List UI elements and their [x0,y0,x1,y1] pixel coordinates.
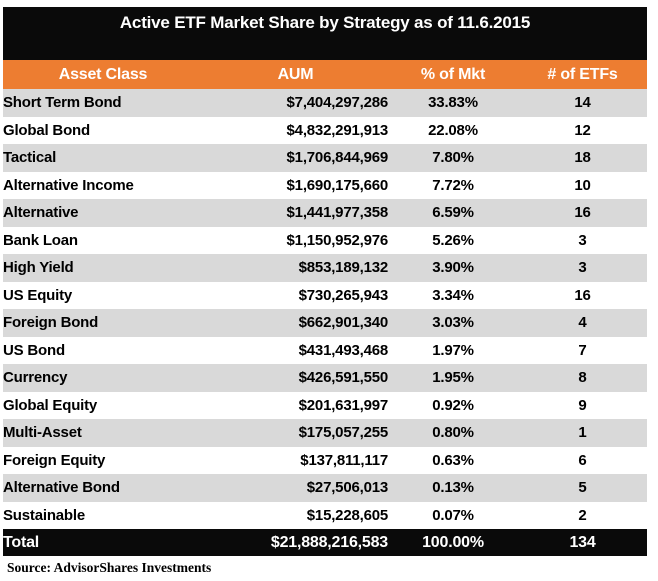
column-header-asset-class: Asset Class [58,65,148,83]
asset-class-cell: Bank Loan [3,231,78,249]
etf-market-share-panel: Active ETF Market Share by Strategy as o… [3,7,647,576]
etf-count-cell: 1 [578,424,587,442]
page-title: Active ETF Market Share by Strategy as o… [119,13,531,32]
table-row: Tactical $1,706,844,969 7.80% 18 [3,144,647,172]
aum-cell: $137,811,117 [300,451,388,469]
column-header-aum: AUM [277,65,314,83]
pct-of-mkt-cell: 0.07% [432,506,474,524]
pct-of-mkt-cell: 33.83% [428,94,478,112]
pct-of-mkt-cell: 7.80% [432,149,474,167]
pct-of-mkt-cell: 0.63% [432,451,474,469]
table-row: Multi-Asset $175,057,255 0.80% 1 [3,419,647,447]
aum-cell: $1,690,175,660 [286,176,388,194]
etf-count-cell: 5 [578,479,587,497]
asset-class-cell: Alternative [3,204,79,222]
pct-of-mkt-cell: 0.92% [432,396,474,414]
aum-cell: $7,404,297,286 [286,94,388,112]
aum-cell: $15,228,605 [306,506,388,524]
table-row: Global Bond $4,832,291,913 22.08% 12 [3,116,647,144]
aum-cell: $27,506,013 [306,479,388,497]
pct-of-mkt-cell: 0.13% [432,479,474,497]
asset-class-cell: Foreign Bond [3,314,99,332]
asset-class-cell: High Yield [3,259,74,277]
table-row: Alternative Bond $27,506,013 0.13% 5 [3,474,647,502]
table-total-row: Total $21,888,216,583 100.00% 134 [3,529,647,556]
etf-count-cell: 3 [578,259,587,277]
aum-cell: $431,493,468 [298,341,388,359]
pct-of-mkt-cell: 1.97% [432,341,474,359]
etf-count-cell: 12 [574,121,591,139]
total-pct-cell: 100.00% [422,533,484,551]
table-row: Foreign Bond $662,901,340 3.03% 4 [3,309,647,337]
table-row: Alternative Income $1,690,175,660 7.72% … [3,171,647,199]
table-title-bar: Active ETF Market Share by Strategy as o… [3,7,647,60]
pct-of-mkt-cell: 3.03% [432,314,474,332]
etf-count-cell: 10 [574,176,591,194]
table-row: High Yield $853,189,132 3.90% 3 [3,254,647,282]
aum-cell: $4,832,291,913 [286,121,388,139]
table-row: Alternative $1,441,977,358 6.59% 16 [3,199,647,227]
asset-class-cell: US Equity [3,286,73,304]
aum-cell: $1,150,952,976 [286,231,388,249]
asset-class-cell: US Bond [3,341,65,359]
etf-count-cell: 3 [578,231,587,249]
total-aum-cell: $21,888,216,583 [270,533,388,551]
aum-cell: $853,189,132 [298,259,388,277]
pct-of-mkt-cell: 7.72% [432,176,474,194]
asset-class-cell: Multi-Asset [3,424,82,442]
etf-count-cell: 7 [578,341,587,359]
total-label: Total [3,533,40,551]
aum-cell: $175,057,255 [298,424,388,442]
etf-count-cell: 16 [574,204,591,222]
pct-of-mkt-cell: 3.90% [432,259,474,277]
etf-count-cell: 18 [574,149,591,167]
table-row: Global Equity $201,631,997 0.92% 9 [3,391,647,419]
column-header-num-etfs: # of ETFs [547,65,618,83]
asset-class-cell: Global Equity [3,396,98,414]
table-row: Currency $426,591,550 1.95% 8 [3,364,647,392]
total-etf-count-cell: 134 [569,533,596,551]
column-header-pct-of-mkt: % of Mkt [420,65,486,83]
table-row: US Bond $431,493,468 1.97% 7 [3,336,647,364]
table-row: Sustainable $15,228,605 0.07% 2 [3,501,647,529]
table-row: US Equity $730,265,943 3.34% 16 [3,281,647,309]
asset-class-cell: Currency [3,369,68,387]
table-header-row: Asset Class AUM % of Mkt # of ETFs [3,60,647,89]
asset-class-cell: Tactical [3,149,57,167]
aum-cell: $201,631,997 [298,396,388,414]
asset-class-cell: Alternative Bond [3,479,120,497]
etf-count-cell: 4 [578,314,587,332]
source-attribution: Source: AdvisorShares Investments [7,560,212,575]
aum-cell: $1,706,844,969 [286,149,388,167]
aum-cell: $730,265,943 [298,286,388,304]
etf-count-cell: 8 [578,369,587,387]
aum-cell: $662,901,340 [298,314,388,332]
pct-of-mkt-cell: 1.95% [432,369,474,387]
table-row: Short Term Bond $7,404,297,286 33.83% 14 [3,89,647,117]
etf-count-cell: 14 [574,94,591,112]
pct-of-mkt-cell: 22.08% [428,121,478,139]
asset-class-cell: Short Term Bond [3,94,122,112]
asset-class-cell: Foreign Equity [3,451,106,469]
etf-count-cell: 6 [578,451,587,469]
pct-of-mkt-cell: 5.26% [432,231,474,249]
pct-of-mkt-cell: 0.80% [432,424,474,442]
asset-class-cell: Alternative Income [3,176,134,194]
etf-market-share-table: Asset Class AUM % of Mkt # of ETFs Short… [3,60,647,556]
asset-class-cell: Sustainable [3,506,85,524]
pct-of-mkt-cell: 3.34% [432,286,474,304]
asset-class-cell: Global Bond [3,121,90,139]
aum-cell: $1,441,977,358 [286,204,388,222]
table-row: Bank Loan $1,150,952,976 5.26% 3 [3,226,647,254]
etf-count-cell: 9 [578,396,587,414]
pct-of-mkt-cell: 6.59% [432,204,474,222]
aum-cell: $426,591,550 [298,369,388,387]
etf-count-cell: 2 [578,506,587,524]
etf-count-cell: 16 [574,286,591,304]
table-row: Foreign Equity $137,811,117 0.63% 6 [3,446,647,474]
